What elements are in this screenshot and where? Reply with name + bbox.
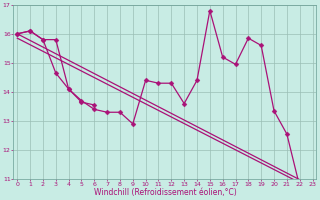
X-axis label: Windchill (Refroidissement éolien,°C): Windchill (Refroidissement éolien,°C) — [93, 188, 236, 197]
